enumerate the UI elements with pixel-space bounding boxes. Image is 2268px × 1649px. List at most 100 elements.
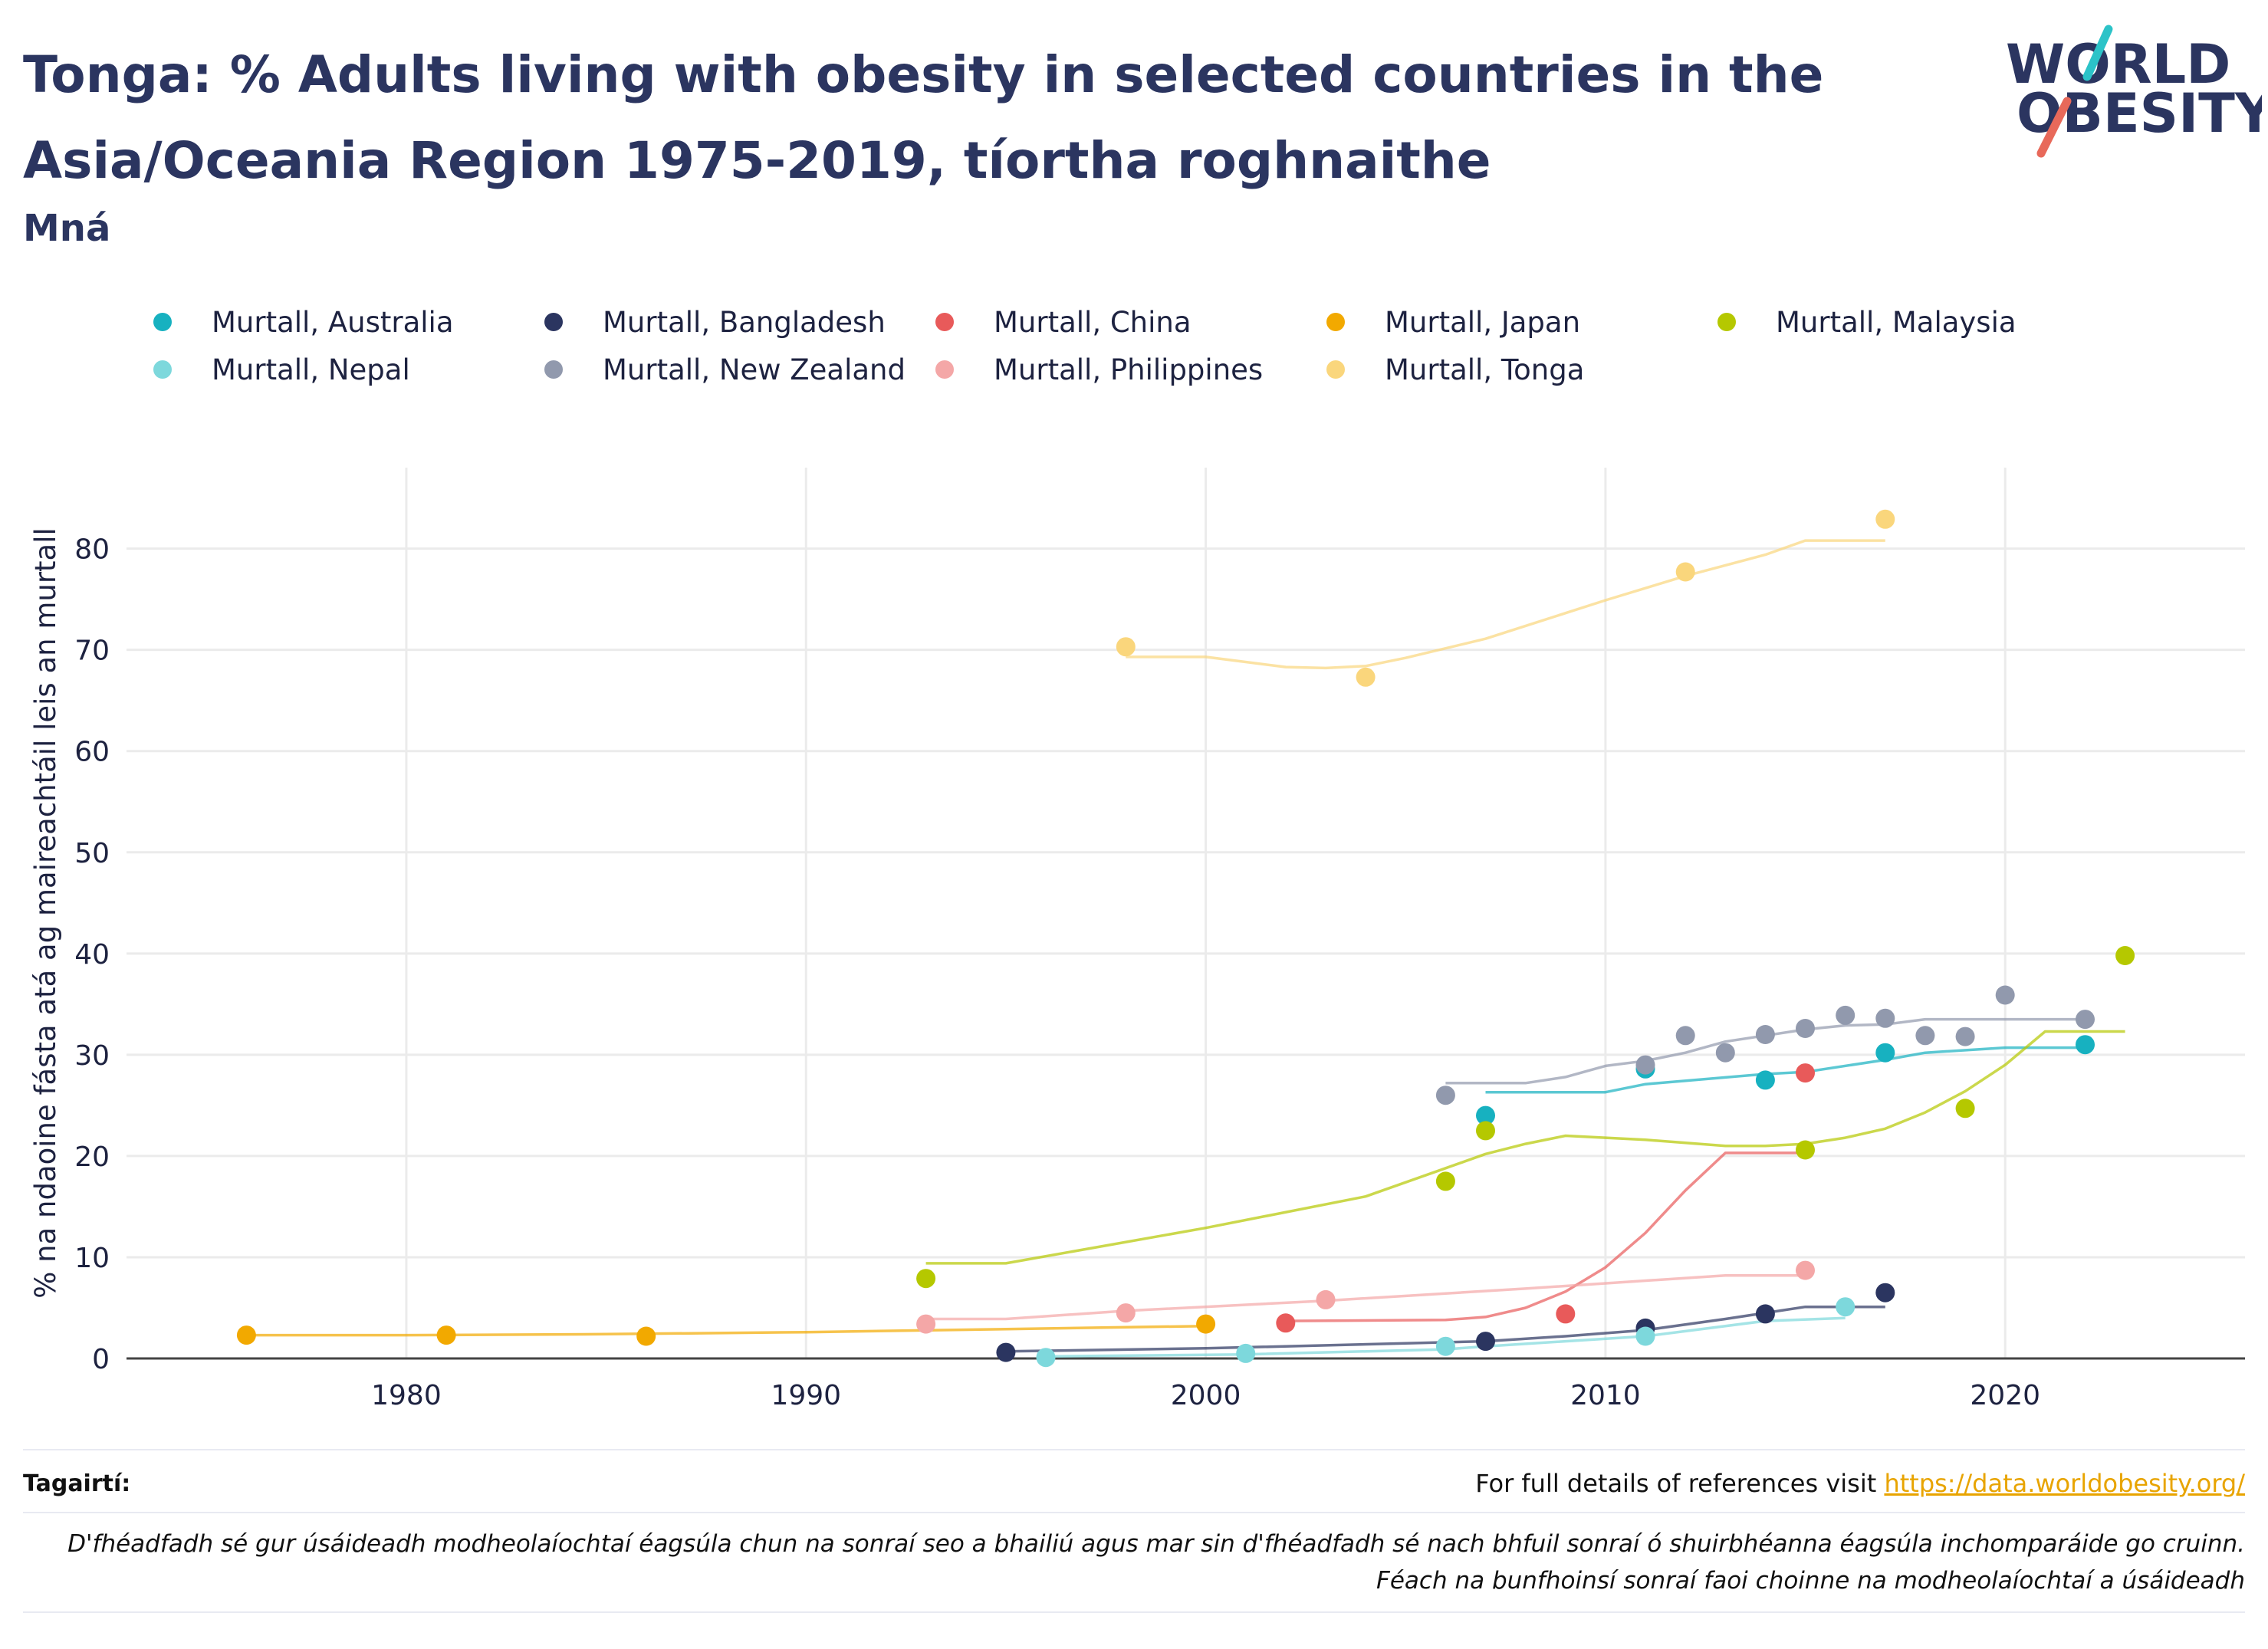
logo-slash-top <box>2082 25 2113 81</box>
references-text: For full details of references visit htt… <box>1475 1469 2245 1498</box>
legend-item-murtall-new-zealand[interactable]: Murtall, New Zealand <box>544 350 906 389</box>
legend-label: Murtall, Malaysia <box>1776 305 2017 339</box>
chart-subtitle: Mná <box>23 207 111 250</box>
legend-label: Murtall, Philippines <box>994 353 1264 386</box>
data-point-murtall-nepal <box>1635 1326 1655 1346</box>
data-point-murtall-australia <box>2076 1035 2095 1055</box>
legend-marker <box>1326 313 1345 331</box>
y-tick-label: 80 <box>74 534 110 566</box>
data-point-murtall-nepal <box>1236 1343 1256 1363</box>
trend-line-murtall-tonga <box>1126 539 1885 670</box>
data-point-murtall-new-zealand <box>1715 1043 1735 1063</box>
data-point-murtall-nepal <box>1036 1348 1056 1368</box>
legend-label: Murtall, Nepal <box>212 353 410 386</box>
data-point-murtall-nepal <box>1435 1336 1455 1356</box>
data-point-murtall-new-zealand <box>1435 1086 1455 1105</box>
data-point-murtall-new-zealand <box>1836 1005 1855 1025</box>
y-axis-title: % na ndaoine fásta atá ag maireachtáil l… <box>29 527 62 1299</box>
data-point-murtall-new-zealand <box>1755 1025 1775 1044</box>
legend-marker <box>544 360 563 379</box>
data-point-murtall-philippines <box>1796 1260 1815 1280</box>
disclaimer-line-1: D'fhéadfadh sé gur úsáideadh modheolaíoc… <box>67 1530 2245 1558</box>
x-tick-label: 1990 <box>771 1380 841 1411</box>
data-point-murtall-bangladesh <box>1476 1332 1495 1352</box>
data-point-murtall-new-zealand <box>1635 1055 1655 1075</box>
y-tick-label: 70 <box>74 636 110 667</box>
legend-item-murtall-tonga[interactable]: Murtall, Tonga <box>1326 350 1584 389</box>
legend-label: Murtall, Japan <box>1385 305 1581 339</box>
data-point-murtall-malaysia <box>1796 1140 1815 1160</box>
legend-marker <box>153 360 172 379</box>
data-point-murtall-philippines <box>916 1314 936 1334</box>
y-tick-label: 60 <box>74 737 110 768</box>
chart-title: Tonga: % Adults living with obesity in s… <box>23 45 1824 190</box>
data-point-murtall-tonga <box>1116 637 1136 657</box>
disclaimer-line-2: Féach na bunfhoinsí sonraí faoi choinne … <box>1376 1567 2245 1595</box>
legend-label: Murtall, Tonga <box>1385 353 1585 386</box>
data-point-murtall-bangladesh <box>1755 1304 1775 1324</box>
data-point-murtall-malaysia <box>916 1269 936 1289</box>
legend-label: Murtall, China <box>994 305 1192 339</box>
data-point-murtall-tonga <box>1875 509 1895 529</box>
data-point-murtall-malaysia <box>2115 946 2135 965</box>
data-point-murtall-philippines <box>1116 1303 1136 1323</box>
references-prefix: For full details of references visit <box>1475 1469 1885 1498</box>
legend-marker <box>935 313 954 331</box>
references-link[interactable]: https://data.worldobesity.org/ <box>1884 1469 2245 1498</box>
footer-divider-top <box>23 1449 2245 1450</box>
data-point-murtall-new-zealand <box>1875 1008 1895 1028</box>
y-tick-label: 30 <box>74 1040 110 1072</box>
legend-item-murtall-philippines[interactable]: Murtall, Philippines <box>935 350 1263 389</box>
x-tick-label: 1980 <box>371 1380 442 1411</box>
legend-label: Murtall, Australia <box>212 305 454 339</box>
legend-marker <box>1717 313 1736 331</box>
data-point-murtall-japan <box>636 1326 656 1346</box>
legend-item-murtall-bangladesh[interactable]: Murtall, Bangladesh <box>544 303 886 341</box>
data-point-murtall-japan <box>236 1325 256 1345</box>
trend-line-murtall-malaysia <box>925 1030 2125 1265</box>
world-obesity-logo: WORLD OBESITY <box>2006 25 2262 158</box>
data-point-murtall-china <box>1276 1313 1296 1333</box>
trend-line-murtall-philippines <box>925 1273 1806 1321</box>
data-point-murtall-australia <box>1875 1043 1895 1063</box>
legend-item-murtall-australia[interactable]: Murtall, Australia <box>153 303 454 341</box>
legend-marker <box>1326 360 1345 379</box>
legend-item-murtall-malaysia[interactable]: Murtall, Malaysia <box>1717 303 2017 341</box>
logo-slash-bottom <box>2036 97 2072 158</box>
data-point-murtall-tonga <box>1356 667 1376 687</box>
legend-marker <box>153 313 172 331</box>
legend-marker <box>935 360 954 379</box>
data-point-murtall-australia <box>1476 1105 1495 1125</box>
data-point-murtall-malaysia <box>1435 1171 1455 1191</box>
data-point-murtall-new-zealand <box>1915 1026 1935 1046</box>
trend-line-murtall-china <box>1285 1151 1806 1322</box>
y-tick-label: 40 <box>74 939 110 971</box>
y-tick-label: 20 <box>74 1141 110 1173</box>
footer-divider-bottom <box>23 1611 2245 1613</box>
legend-item-murtall-china[interactable]: Murtall, China <box>935 303 1192 341</box>
legend-label: Murtall, New Zealand <box>603 353 906 386</box>
y-tick-label: 0 <box>92 1344 110 1375</box>
x-tick-label: 2000 <box>1171 1380 1241 1411</box>
data-point-murtall-new-zealand <box>1955 1027 1975 1046</box>
data-point-murtall-malaysia <box>1955 1099 1975 1118</box>
data-point-murtall-nepal <box>1836 1297 1855 1317</box>
legend-item-murtall-japan[interactable]: Murtall, Japan <box>1326 303 1580 341</box>
disclaimer: D'fhéadfadh sé gur úsáideadh modheolaíoc… <box>37 1526 2245 1599</box>
references-label: Tagairtí: <box>23 1470 131 1497</box>
data-point-murtall-japan <box>436 1325 456 1345</box>
x-tick-label: 2020 <box>1970 1380 2040 1411</box>
chart-legend: Murtall, Australia Murtall, Bangladesh Mur… <box>153 303 2224 410</box>
legend-marker <box>544 313 563 331</box>
data-point-murtall-china <box>1796 1063 1815 1083</box>
trend-line-murtall-bangladesh <box>1005 1305 1885 1353</box>
data-point-murtall-china <box>1556 1304 1576 1324</box>
data-point-murtall-tonga <box>1675 562 1695 582</box>
footer-divider-middle <box>23 1512 2245 1513</box>
data-point-murtall-new-zealand <box>2076 1010 2095 1030</box>
trend-line-murtall-japan <box>246 1324 1206 1337</box>
data-point-murtall-japan <box>1196 1314 1216 1334</box>
data-point-murtall-malaysia <box>1476 1121 1495 1141</box>
y-tick-label: 10 <box>74 1243 110 1274</box>
legend-item-murtall-nepal[interactable]: Murtall, Nepal <box>153 350 410 389</box>
